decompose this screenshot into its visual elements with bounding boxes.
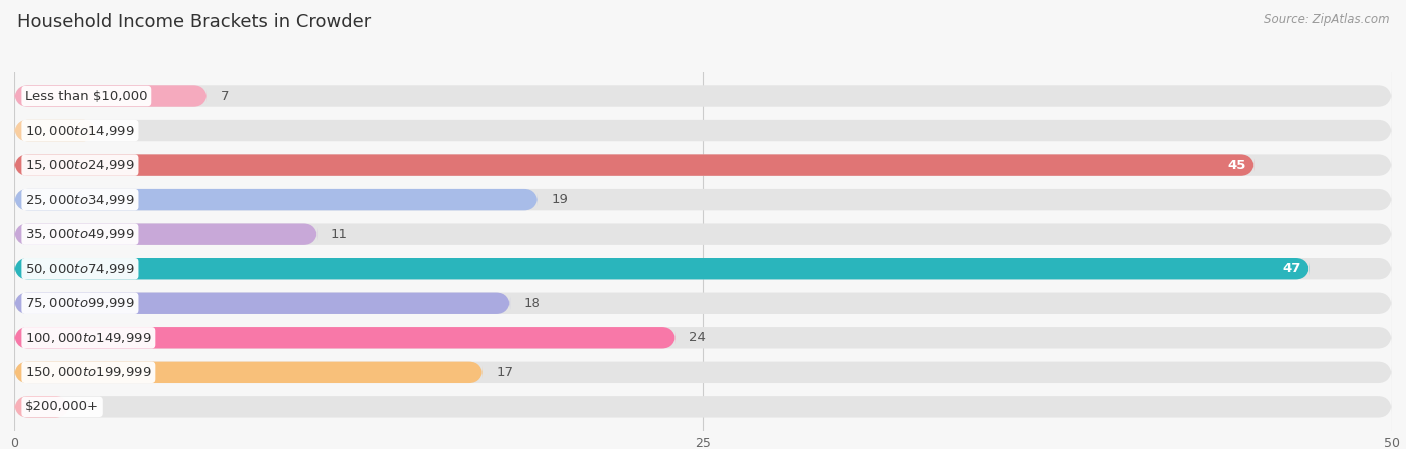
FancyBboxPatch shape (14, 85, 1392, 107)
Text: 7: 7 (221, 89, 229, 102)
Text: $100,000 to $149,999: $100,000 to $149,999 (25, 331, 152, 345)
FancyBboxPatch shape (14, 327, 1392, 348)
Text: 18: 18 (524, 297, 541, 310)
Text: 45: 45 (1227, 158, 1246, 172)
FancyBboxPatch shape (14, 85, 207, 107)
Text: $25,000 to $34,999: $25,000 to $34,999 (25, 193, 135, 207)
Text: $150,000 to $199,999: $150,000 to $199,999 (25, 365, 152, 379)
FancyBboxPatch shape (14, 189, 1392, 210)
FancyBboxPatch shape (14, 120, 97, 141)
FancyBboxPatch shape (14, 327, 675, 348)
FancyBboxPatch shape (14, 258, 1309, 279)
FancyBboxPatch shape (14, 154, 1392, 176)
Text: 11: 11 (330, 228, 347, 241)
Text: 2: 2 (83, 401, 91, 414)
FancyBboxPatch shape (14, 120, 1392, 141)
Text: Household Income Brackets in Crowder: Household Income Brackets in Crowder (17, 13, 371, 31)
FancyBboxPatch shape (14, 293, 1392, 314)
Text: 19: 19 (551, 193, 568, 206)
Text: 17: 17 (496, 366, 513, 379)
Text: 3: 3 (111, 124, 120, 137)
FancyBboxPatch shape (14, 293, 510, 314)
FancyBboxPatch shape (14, 189, 537, 210)
Text: $15,000 to $24,999: $15,000 to $24,999 (25, 158, 135, 172)
Text: Less than $10,000: Less than $10,000 (25, 89, 148, 102)
FancyBboxPatch shape (14, 258, 1392, 279)
FancyBboxPatch shape (14, 396, 69, 418)
FancyBboxPatch shape (14, 361, 482, 383)
Text: $10,000 to $14,999: $10,000 to $14,999 (25, 123, 135, 137)
Text: Source: ZipAtlas.com: Source: ZipAtlas.com (1264, 13, 1389, 26)
FancyBboxPatch shape (14, 154, 1254, 176)
Text: 24: 24 (689, 331, 706, 344)
Text: 47: 47 (1282, 262, 1301, 275)
FancyBboxPatch shape (14, 224, 318, 245)
FancyBboxPatch shape (14, 396, 1392, 418)
Text: $35,000 to $49,999: $35,000 to $49,999 (25, 227, 135, 241)
FancyBboxPatch shape (14, 361, 1392, 383)
Text: $200,000+: $200,000+ (25, 401, 98, 414)
Text: $50,000 to $74,999: $50,000 to $74,999 (25, 262, 135, 276)
Text: $75,000 to $99,999: $75,000 to $99,999 (25, 296, 135, 310)
FancyBboxPatch shape (14, 224, 1392, 245)
